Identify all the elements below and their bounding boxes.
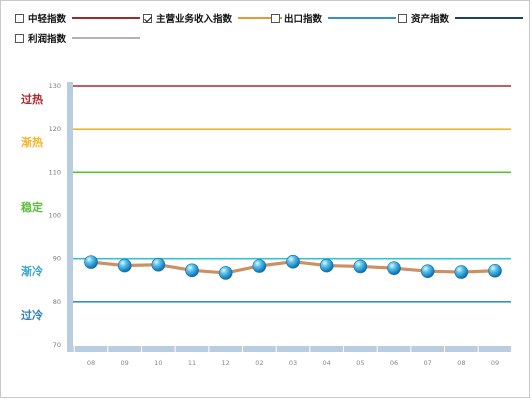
- legend-label: 主营业务收入指数: [156, 14, 233, 25]
- legend-swatch: [238, 17, 283, 19]
- zone-label: 稳定: [21, 200, 43, 214]
- legend-label: 利润指数: [28, 34, 67, 45]
- data-point: [218, 266, 233, 280]
- data-point: [319, 258, 334, 273]
- x-tick-label: 08: [457, 359, 465, 367]
- checkbox[interactable]: [398, 13, 407, 23]
- legend-label: 中轻指数: [28, 14, 67, 25]
- checkbox[interactable]: [15, 33, 24, 43]
- y-axis-bar: [67, 82, 73, 349]
- legend-item-profit[interactable]: 利润指数: [15, 31, 141, 45]
- x-tick-label: 07: [424, 359, 432, 367]
- legend-label: 出口指数: [284, 14, 323, 25]
- data-point: [185, 263, 199, 278]
- y-tick-label: 80: [53, 298, 61, 306]
- x-tick-label: 06: [390, 359, 398, 367]
- x-tick-label: 09: [121, 359, 129, 367]
- x-tick-label: 12: [222, 359, 230, 367]
- x-tick-label: 02: [255, 359, 263, 367]
- zone-label: 过冷: [21, 308, 43, 322]
- legend-label: 资产指数: [411, 14, 450, 25]
- x-axis-bar: [67, 346, 511, 352]
- legend-swatch: [72, 17, 141, 19]
- data-point: [488, 263, 502, 278]
- x-tick-label: 11: [188, 359, 196, 367]
- zone-label: 过热: [21, 92, 43, 106]
- checkbox[interactable]: [271, 13, 280, 23]
- data-point: [454, 265, 469, 279]
- y-tick-label: 120: [49, 125, 61, 133]
- zone-label: 渐热: [21, 135, 43, 149]
- x-tick-label: 04: [323, 359, 331, 367]
- y-tick-label: 130: [49, 82, 61, 90]
- y-tick-label: 100: [49, 212, 61, 220]
- zone-label: 渐冷: [21, 264, 43, 278]
- data-point: [387, 261, 401, 275]
- x-tick-label: 05: [356, 359, 364, 367]
- data-point: [117, 258, 132, 273]
- legend-swatch: [328, 17, 397, 19]
- data-point: [420, 264, 435, 278]
- y-tick-label: 70: [53, 341, 61, 349]
- legend-item-main-revenue[interactable]: 主营业务收入指数: [143, 11, 283, 25]
- data-point: [353, 259, 368, 274]
- y-tick-label: 90: [53, 255, 61, 263]
- x-tick-label: 03: [289, 359, 297, 367]
- data-point: [151, 257, 166, 272]
- legend-item-light-industry[interactable]: 中轻指数: [15, 11, 141, 25]
- legend-swatch: [455, 17, 524, 19]
- legend-item-export[interactable]: 出口指数: [271, 11, 397, 25]
- x-tick-label: 08: [87, 359, 95, 367]
- data-point: [252, 259, 267, 273]
- legend-swatch: [72, 37, 141, 39]
- legend-item-assets[interactable]: 资产指数: [398, 11, 524, 25]
- x-tick-label: 10: [154, 359, 162, 367]
- checkbox-checked[interactable]: [143, 13, 152, 23]
- data-point: [286, 254, 300, 269]
- y-tick-label: 110: [49, 168, 61, 176]
- data-point: [84, 255, 98, 269]
- legend: 中轻指数 主营业务收入指数 出口指数 资产指数 利润指数: [15, 11, 525, 51]
- checkbox[interactable]: [15, 13, 24, 23]
- x-tick-label: 09: [491, 359, 499, 367]
